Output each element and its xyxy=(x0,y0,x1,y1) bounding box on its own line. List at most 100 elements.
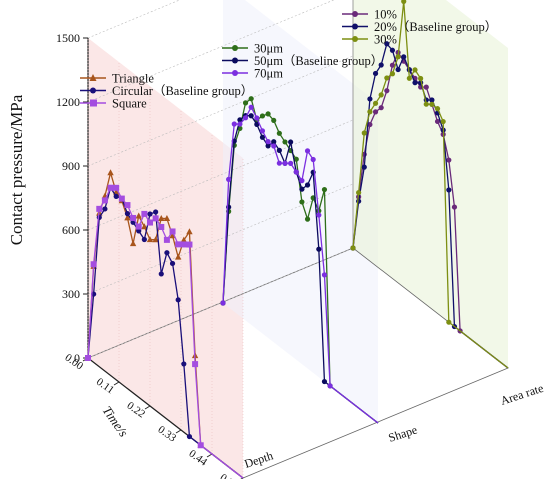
x-tick-label: 0.44 xyxy=(187,448,210,469)
data-point xyxy=(395,54,401,60)
data-point xyxy=(152,215,159,222)
data-point xyxy=(276,160,282,166)
legend-label: 10% xyxy=(374,8,397,22)
data-point xyxy=(124,202,131,209)
data-point xyxy=(265,139,271,145)
data-point xyxy=(282,160,288,166)
x-tick-label: 0.11 xyxy=(94,376,116,397)
data-point xyxy=(321,378,328,385)
data-point xyxy=(158,223,165,230)
data-point xyxy=(356,198,362,204)
x-tick-mark xyxy=(175,429,182,434)
data-point xyxy=(153,209,159,215)
data-point xyxy=(118,195,125,202)
y-tick-label: 1500 xyxy=(56,31,80,45)
data-point xyxy=(367,109,373,115)
data-point xyxy=(113,193,119,199)
data-point xyxy=(276,130,282,136)
data-point xyxy=(446,187,452,193)
x-tick-mark xyxy=(206,453,213,458)
y-tick-label: 300 xyxy=(62,287,80,301)
legend-label: Triangle xyxy=(112,72,154,86)
data-point xyxy=(237,117,243,123)
legend-label: 20%（Baseline group） xyxy=(374,20,497,34)
data-point xyxy=(367,96,373,102)
y-tick-label: 600 xyxy=(62,223,80,237)
data-point xyxy=(85,355,91,361)
data-point xyxy=(321,272,328,278)
data-point xyxy=(107,169,114,176)
series-line xyxy=(222,106,379,424)
data-point xyxy=(169,260,176,267)
data-point xyxy=(226,176,232,182)
data-point xyxy=(316,212,322,218)
data-point xyxy=(406,75,412,81)
data-point xyxy=(146,236,154,243)
legend-label: 50μm（Baseline group） xyxy=(254,54,383,68)
y-grid-line-5 xyxy=(87,0,181,39)
data-point xyxy=(372,70,379,77)
legend-marker xyxy=(352,23,358,30)
data-point xyxy=(186,241,193,248)
data-point xyxy=(192,361,199,368)
data-point xyxy=(163,215,171,222)
data-point xyxy=(129,240,137,247)
data-point xyxy=(124,211,131,217)
data-point xyxy=(304,216,311,222)
legend-label: 30% xyxy=(374,33,397,47)
data-point xyxy=(254,121,260,127)
data-point xyxy=(248,113,254,119)
data-point xyxy=(181,361,187,367)
data-point xyxy=(158,214,165,221)
data-point xyxy=(384,88,390,94)
data-point xyxy=(440,118,446,125)
y-tick-label: 1200 xyxy=(56,95,80,109)
data-point xyxy=(124,214,131,221)
data-point xyxy=(423,84,429,90)
x-tick-label: 0.00 xyxy=(63,352,86,373)
data-point xyxy=(446,157,452,163)
data-point xyxy=(265,143,271,149)
data-point xyxy=(271,139,277,145)
legend-marker xyxy=(232,45,238,51)
data-point xyxy=(282,139,288,145)
group-axis-label: Shape xyxy=(387,422,419,444)
data-point xyxy=(147,211,153,217)
legend-marker xyxy=(90,87,96,94)
data-point xyxy=(186,433,193,440)
group-axis-label: Area rate xyxy=(499,381,545,408)
data-point xyxy=(175,297,181,303)
data-point xyxy=(265,111,271,117)
data-point xyxy=(367,121,373,128)
data-point xyxy=(130,214,137,221)
data-point xyxy=(429,97,435,103)
data-point xyxy=(288,139,294,145)
data-point xyxy=(350,245,356,251)
data-point xyxy=(372,100,379,106)
data-point xyxy=(361,130,367,136)
data-point xyxy=(389,62,396,68)
legend-marker xyxy=(89,74,97,81)
data-point xyxy=(220,300,226,306)
data-point xyxy=(401,0,407,5)
series-line xyxy=(352,0,509,369)
data-point xyxy=(356,190,362,196)
legend-marker xyxy=(352,11,358,17)
data-point xyxy=(141,210,148,217)
data-point xyxy=(107,184,114,191)
data-point xyxy=(259,128,266,134)
legend-marker xyxy=(352,36,358,42)
data-point xyxy=(293,156,299,162)
data-point xyxy=(378,62,384,68)
x-tick-label: 0.33 xyxy=(156,424,179,445)
data-point xyxy=(299,178,305,184)
data-point xyxy=(186,228,193,235)
data-point xyxy=(412,67,418,73)
legend-label: 30μm xyxy=(254,42,283,56)
data-point xyxy=(276,147,282,153)
data-point xyxy=(361,164,367,170)
y-tick-label: 900 xyxy=(62,159,80,173)
data-point xyxy=(152,236,159,243)
data-point xyxy=(271,117,277,124)
